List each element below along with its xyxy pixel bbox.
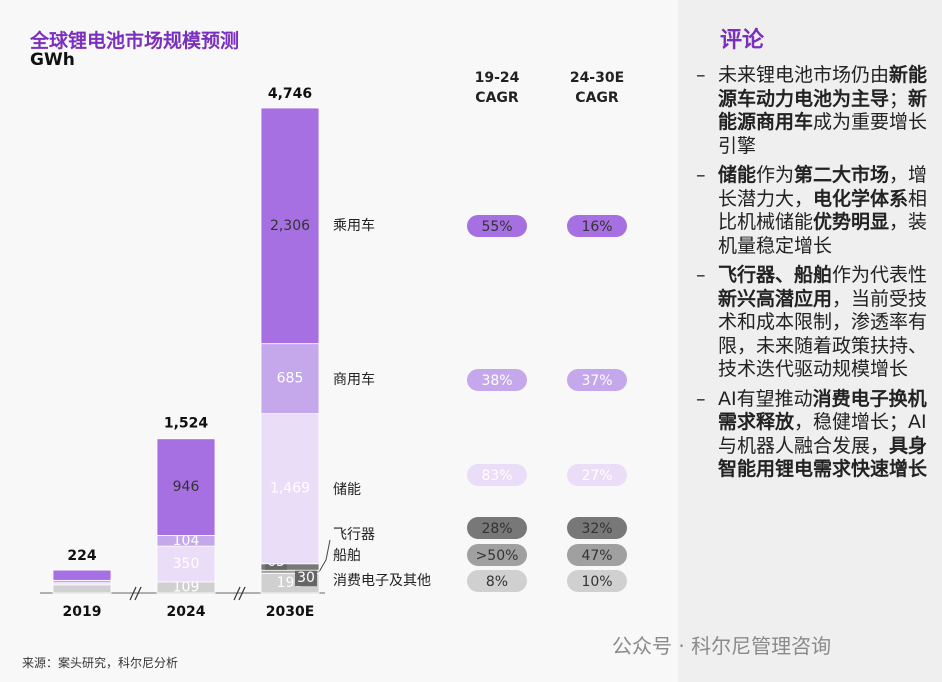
comment-text: 新能源商用车 bbox=[718, 87, 928, 134]
legend-label: 储能 bbox=[333, 482, 361, 498]
comment-text: 新能源车动力电池为主导 bbox=[718, 64, 928, 110]
x-tick-label: 2024 bbox=[167, 604, 206, 620]
cagr-pill bbox=[567, 544, 627, 566]
comment-list: 未来锂电池市场仍由新能源车动力电池为主导；新能源商用车成为重要增长引擎储能作为第… bbox=[696, 64, 936, 488]
comment-text: 第二大市场 bbox=[794, 164, 890, 186]
cagr-header: CAGR bbox=[575, 90, 619, 106]
cagr-pill bbox=[467, 464, 527, 486]
cagr-label: 38% bbox=[481, 373, 512, 389]
comment-text: ，稳健增长；AI与机器人融合发展， bbox=[718, 411, 927, 457]
cagr-label: 55% bbox=[481, 219, 512, 235]
leader-lines bbox=[318, 539, 331, 573]
cagr-pill bbox=[467, 570, 527, 592]
watermark: 公众号 · 科尔尼管理咨询 bbox=[612, 634, 832, 658]
cagr-label: 32% bbox=[581, 521, 612, 537]
label-box bbox=[295, 570, 317, 587]
cagr-pill bbox=[567, 570, 627, 592]
cagr-pill bbox=[467, 517, 527, 539]
comment-text: ，装机量稳定增长 bbox=[718, 211, 928, 257]
segment-label: 104 bbox=[173, 533, 200, 549]
bar-segment bbox=[260, 413, 320, 565]
cagr-label: 27% bbox=[581, 468, 612, 484]
bar-segment bbox=[52, 569, 112, 581]
comment-text: 储能 bbox=[718, 164, 757, 186]
comment-text: 作为 bbox=[756, 164, 795, 186]
comment-item: AI有望推动消费电子换机需求释放，稳健增长；AI与机器人融合发展，具身智能用锂电… bbox=[696, 388, 936, 482]
segment-label: 946 bbox=[173, 479, 200, 495]
comment-title: 评论 bbox=[720, 28, 765, 53]
comment-text: 新兴高潜应用 bbox=[718, 287, 833, 310]
comment-item: 储能作为第二大市场，增长潜力大，电化学体系相比机械储能优势明显，装机量稳定增长 bbox=[696, 164, 936, 258]
segment-label: 2,306 bbox=[270, 218, 310, 234]
cagr-pill bbox=[567, 464, 627, 486]
cagr-header: 19-24 bbox=[475, 70, 520, 86]
legend-label: 船舶 bbox=[333, 548, 361, 564]
x-tick-label: 2019 bbox=[63, 604, 102, 620]
cagr-header: CAGR bbox=[475, 90, 519, 106]
bar-segment bbox=[156, 545, 216, 583]
comment-text: 飞行器、船舶 bbox=[718, 264, 833, 286]
cagr-label: >50% bbox=[476, 548, 519, 564]
comment-text: 作为代表性 bbox=[832, 264, 928, 286]
chart: 22420191093501049461,524202419330631,469… bbox=[40, 70, 627, 620]
legend-label: 飞行器 bbox=[333, 527, 375, 543]
cagr-label: 16% bbox=[581, 219, 612, 235]
comment-text: ，当前受技术和成本限制，渗透率有限，未来随着政策扶持、技术迭代驱动规模增长 bbox=[718, 287, 928, 381]
comment-item: 飞行器、船舶作为代表性新兴高潜应用，当前受技术和成本限制，渗透率有限，未来随着政… bbox=[696, 264, 936, 382]
comment-text: 未来锂电池市场仍由 bbox=[718, 64, 890, 86]
chart-title: 全球锂电池市场规模预测 bbox=[30, 30, 240, 52]
comment-panel: 评论 未来锂电池市场仍由新能源车动力电池为主导；新能源商用车成为重要增长引擎储能… bbox=[678, 0, 942, 682]
cagr-label: 10% bbox=[581, 574, 612, 590]
source: 来源：案头研究，科尔尼分析 bbox=[22, 656, 179, 670]
comment-item: 未来锂电池市场仍由新能源车动力电池为主导；新能源商用车成为重要增长引擎 bbox=[696, 64, 936, 158]
segment-label: 685 bbox=[277, 371, 304, 387]
total-label: 4,746 bbox=[268, 86, 312, 102]
comment-text: AI有望推动 bbox=[718, 387, 813, 410]
comment-text: 具身智能用锂电需求快速增长 bbox=[718, 434, 928, 481]
comment-text: 优势明显 bbox=[813, 211, 890, 233]
comment-text: ； bbox=[889, 87, 909, 110]
cagr-pill bbox=[567, 215, 627, 237]
comment-text: ，增长潜力大， bbox=[718, 164, 928, 210]
cagr-label: 8% bbox=[486, 574, 508, 590]
cagr-pill bbox=[567, 369, 627, 391]
unit: GWh bbox=[30, 50, 75, 70]
legend-label: 消费电子及其他 bbox=[333, 573, 431, 589]
legend-label: 乘用车 bbox=[333, 217, 375, 234]
cagr-pill bbox=[467, 369, 527, 391]
x-tick-label: 2030E bbox=[266, 604, 315, 620]
cagr-label: 47% bbox=[581, 548, 612, 564]
segment-label: 30 bbox=[297, 570, 315, 586]
segment-label: 350 bbox=[173, 556, 200, 572]
comment-text: 成为重要增长引擎 bbox=[718, 111, 928, 157]
axis-break bbox=[129, 586, 246, 601]
cagr-pill bbox=[567, 517, 627, 539]
bar-segment bbox=[52, 584, 112, 594]
cagr-header: 24-30E bbox=[570, 70, 624, 86]
bar-segment bbox=[260, 107, 320, 345]
segment-label: 1,469 bbox=[270, 481, 310, 497]
total-label: 1,524 bbox=[164, 415, 209, 431]
cagr-label: 37% bbox=[581, 373, 612, 389]
bar-segment bbox=[156, 438, 216, 536]
cagr-pill bbox=[467, 215, 527, 237]
cagr-pill bbox=[467, 544, 527, 566]
total-label: 224 bbox=[67, 548, 96, 564]
comment-text: 电化学体系 bbox=[813, 187, 909, 210]
cagr-label: 83% bbox=[481, 468, 512, 484]
bar-segment bbox=[260, 343, 320, 415]
cagr-label: 28% bbox=[481, 521, 512, 537]
comment-text: 消费电子换机需求释放 bbox=[718, 387, 927, 434]
segment-label: 109 bbox=[173, 579, 200, 595]
legend-label: 商用车 bbox=[333, 371, 375, 388]
comment-text: 相比机械储能 bbox=[718, 187, 928, 234]
